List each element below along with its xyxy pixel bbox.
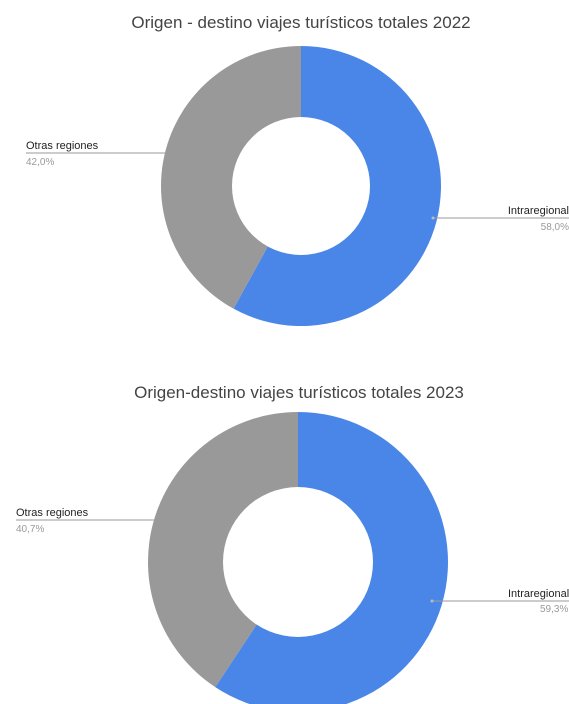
slice-label-value: 40,7% bbox=[16, 524, 44, 535]
donut-chart-2022: Origen - destino viajes turísticos total… bbox=[26, 13, 569, 326]
slice-label-value: 58,0% bbox=[541, 222, 569, 233]
donut-chart-2023: Origen-destino viajes turísticos totales… bbox=[16, 383, 569, 704]
chart-title: Origen - destino viajes turísticos total… bbox=[131, 13, 470, 32]
donut-hole bbox=[232, 117, 370, 255]
slice-label-value: 59,3% bbox=[540, 604, 568, 615]
chart-title: Origen-destino viajes turísticos totales… bbox=[134, 383, 464, 402]
slice-label-name: Otras regiones bbox=[26, 140, 99, 152]
slice-label-name: Intraregional bbox=[508, 588, 569, 600]
slice-label-name: Intraregional bbox=[508, 205, 569, 217]
leader-dot-intra bbox=[431, 216, 435, 220]
donut-hole bbox=[223, 487, 373, 637]
slice-label-value: 42,0% bbox=[26, 157, 54, 168]
leader-dot-intra bbox=[430, 599, 434, 603]
slice-label-name: Otras regiones bbox=[16, 507, 89, 519]
